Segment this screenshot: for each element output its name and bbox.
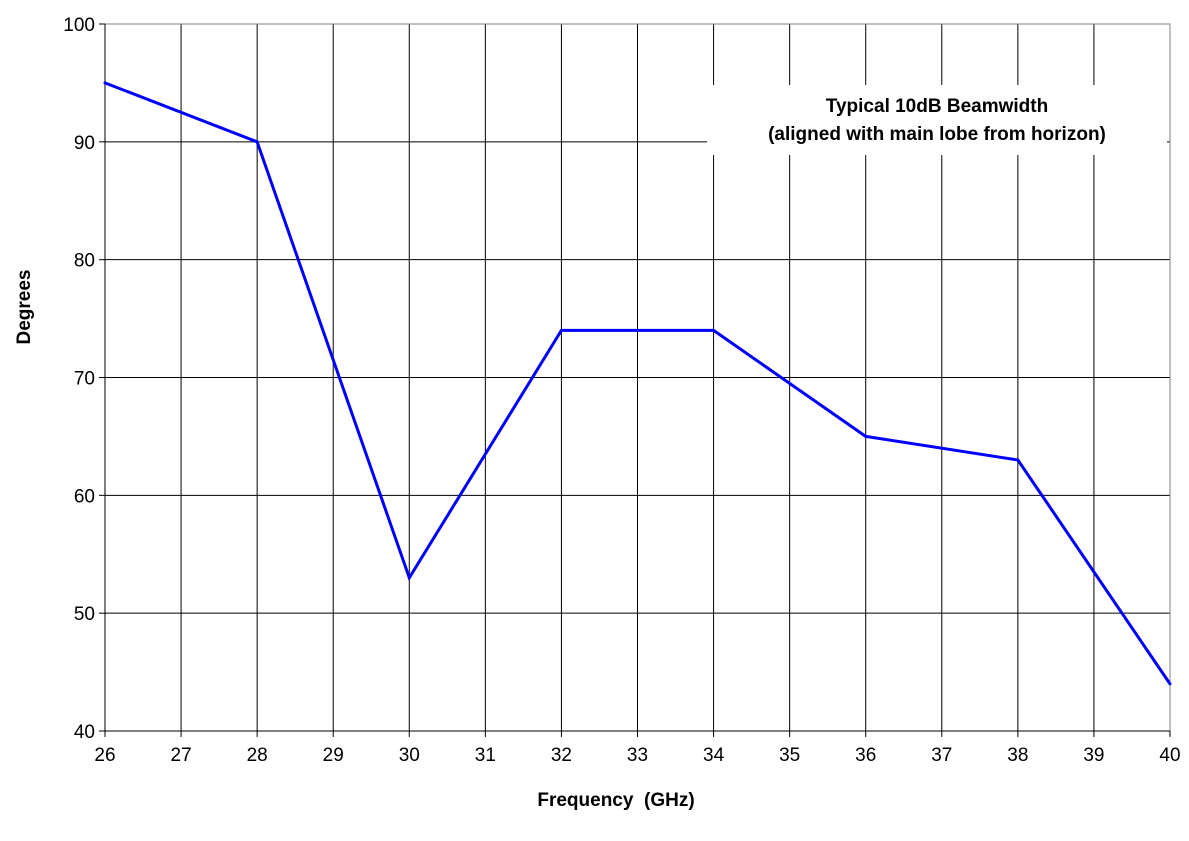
x-tick-label: 30	[399, 745, 420, 766]
data-point	[559, 328, 563, 332]
y-tick-label: 60	[74, 486, 95, 507]
x-tick-label: 40	[1159, 745, 1180, 766]
data-point	[864, 434, 868, 438]
x-tick-label: 31	[475, 745, 496, 766]
annotation-line-1: Typical 10dB Beamwidth	[826, 96, 1048, 117]
y-tick-label: 40	[74, 722, 95, 743]
annotation-line-2: (aligned with main lobe from horizon)	[768, 124, 1106, 145]
x-tick-label: 34	[703, 745, 725, 766]
x-tick-label: 35	[779, 745, 800, 766]
y-tick-label: 50	[74, 604, 95, 625]
data-point	[103, 81, 107, 85]
data-point	[407, 576, 411, 580]
y-tick-label: 100	[63, 15, 95, 36]
y-tick-label: 70	[74, 369, 95, 390]
x-tick-label: 26	[94, 745, 115, 766]
y-tick-label: 80	[74, 251, 95, 272]
x-tick-label: 39	[1083, 745, 1104, 766]
x-tick-label: 33	[627, 745, 648, 766]
data-point	[255, 140, 259, 144]
axes	[99, 23, 1171, 737]
x-tick-label: 38	[1007, 745, 1028, 766]
x-tick-label: 36	[855, 745, 876, 766]
series-line	[104, 81, 1172, 685]
annotation-background	[707, 85, 1167, 155]
x-tick-label: 28	[247, 745, 268, 766]
x-tick-label: 27	[171, 745, 192, 766]
x-tick-label: 32	[551, 745, 572, 766]
data-point	[1016, 458, 1020, 462]
tick-labels: 26 27 28 29 30 31 32 33 34 35 36 37 38 39 40 40 50 60 70 80…	[63, 15, 1180, 766]
data-point	[1168, 682, 1172, 686]
series-layer	[103, 81, 1172, 686]
x-tick-label: 37	[931, 745, 952, 766]
x-tick-label: 29	[323, 745, 344, 766]
data-point	[712, 328, 716, 332]
y-axis-title: Degrees	[14, 270, 35, 345]
x-axis-title: Frequency (GHz)	[537, 790, 694, 811]
y-tick-label: 90	[74, 133, 95, 154]
